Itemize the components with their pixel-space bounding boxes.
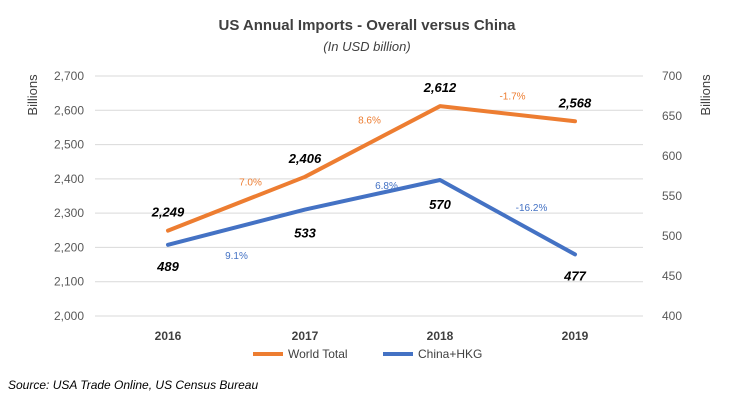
value-label: 570 <box>429 197 451 212</box>
pct-change-label: 8.6% <box>358 115 381 126</box>
pct-change-label: -1.7% <box>499 92 525 103</box>
legend: World Total China+HKG <box>253 347 482 361</box>
right-tick-label: 400 <box>662 309 682 323</box>
value-label: 2,612 <box>423 80 457 95</box>
left-axis-ticks: 2,000 2,100 2,200 2,300 2,400 2,500 2,600 2,700 <box>54 69 84 323</box>
pct-change-label: 6.8% <box>375 181 398 192</box>
left-axis-title: Billions <box>25 74 40 116</box>
left-tick-label: 2,000 <box>54 309 84 323</box>
percent-change-labels: 7.0% 8.6% -1.7% 9.1% 6.8% -16.2% <box>225 92 547 262</box>
series-lines <box>166 104 577 257</box>
legend-label-world-total: World Total <box>288 347 348 361</box>
right-tick-label: 650 <box>662 109 682 123</box>
series-line-world-total <box>166 104 577 233</box>
left-tick-label: 2,100 <box>54 275 84 289</box>
left-tick-label: 2,200 <box>54 240 84 254</box>
right-tick-label: 700 <box>662 69 682 83</box>
legend-label-china-hkg: China+HKG <box>418 347 482 361</box>
left-tick-label: 2,600 <box>54 103 84 117</box>
pct-change-label: -16.2% <box>516 203 548 214</box>
right-axis-ticks: 400 450 500 550 600 650 700 <box>662 69 682 323</box>
chart-subtitle: (In USD billion) <box>323 39 410 54</box>
right-axis-title: Billions <box>698 74 713 116</box>
left-tick-label: 2,500 <box>54 138 84 152</box>
value-label: 489 <box>156 259 179 274</box>
left-tick-label: 2,400 <box>54 172 84 186</box>
left-tick-label: 2,300 <box>54 206 84 220</box>
right-tick-label: 600 <box>662 149 682 163</box>
right-tick-label: 500 <box>662 229 682 243</box>
right-tick-label: 450 <box>662 269 682 283</box>
value-label: 2,406 <box>288 151 322 166</box>
value-labels: 2,249 2,406 2,612 2,568 489 533 570 477 <box>151 80 592 283</box>
x-tick-label: 2016 <box>155 329 182 343</box>
x-tick-label: 2017 <box>292 329 319 343</box>
x-tick-label: 2019 <box>562 329 589 343</box>
pct-change-label: 9.1% <box>225 251 248 262</box>
value-label: 2,249 <box>151 205 185 220</box>
left-tick-label: 2,700 <box>54 69 84 83</box>
x-tick-label: 2018 <box>427 329 454 343</box>
value-label: 533 <box>294 226 316 241</box>
pct-change-label: 7.0% <box>239 178 262 189</box>
x-axis-ticks: 2016 2017 2018 2019 <box>155 329 589 343</box>
series-line-china-hkg <box>166 178 577 257</box>
value-label: 477 <box>563 268 586 283</box>
right-tick-label: 550 <box>662 189 682 203</box>
source-note: Source: USA Trade Online, US Census Bure… <box>8 378 258 392</box>
chart-title: US Annual Imports - Overall versus China <box>218 17 516 34</box>
value-label: 2,568 <box>558 95 592 110</box>
